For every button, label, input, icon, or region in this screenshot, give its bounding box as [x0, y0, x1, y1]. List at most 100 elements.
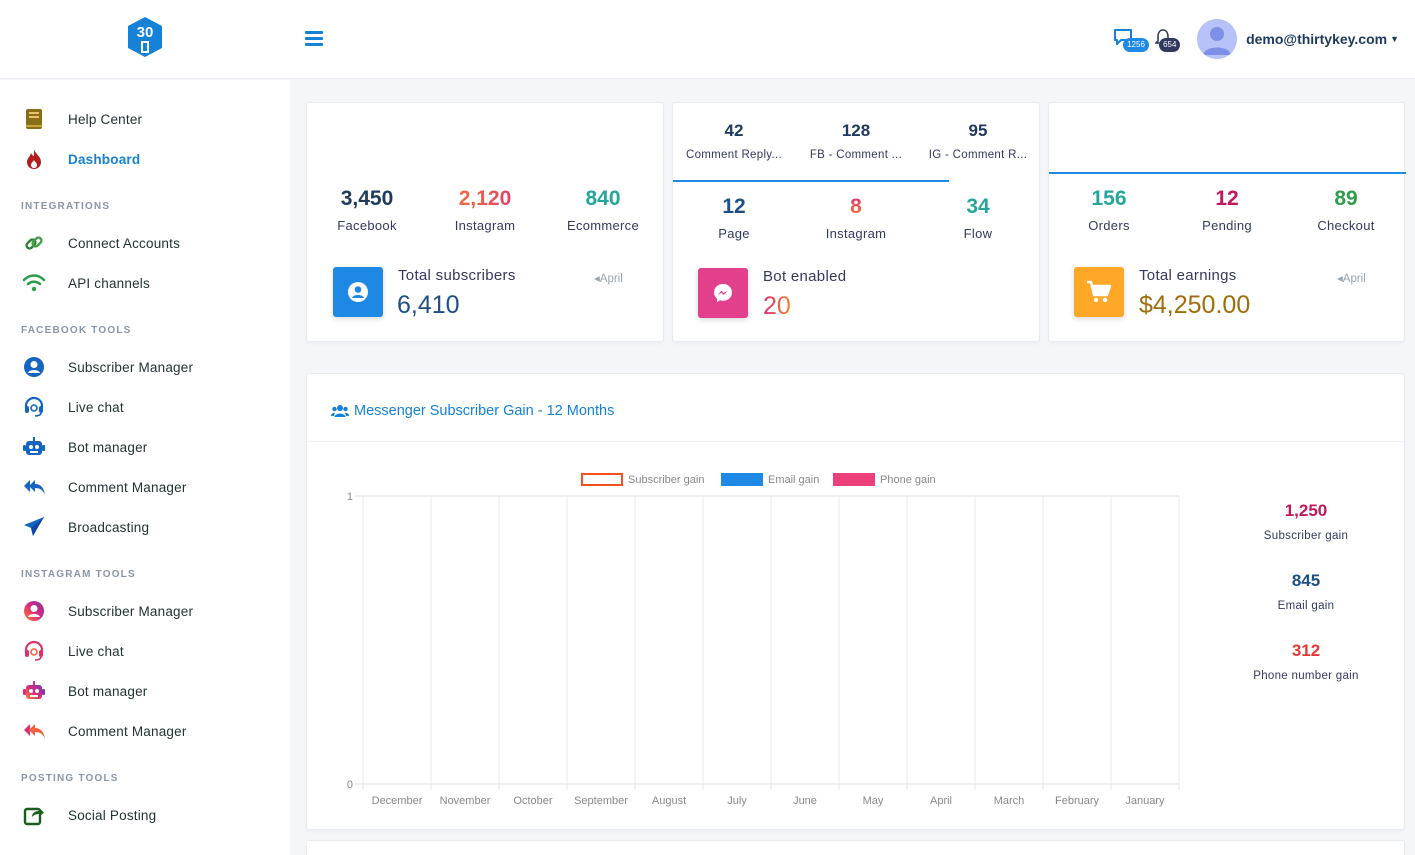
- total-earnings-value: $4,250.00: [1139, 291, 1251, 319]
- ecommerce-stat: 840 Ecommerce: [548, 187, 658, 233]
- stat-value: 12: [1215, 187, 1239, 210]
- book-icon: [22, 107, 46, 131]
- sidebar-item-ig-bot-manager[interactable]: Bot manager: [22, 679, 148, 703]
- comment-reply-stat: 42 Comment Reply...: [679, 121, 789, 161]
- sidebar-item-broadcasting[interactable]: Broadcasting: [22, 515, 149, 539]
- stat-label: Page: [718, 226, 750, 241]
- email-gain-stat: 845 Email gain: [1226, 571, 1386, 612]
- sidebar-heading-posting-tools: POSTING TOOLS: [21, 773, 119, 784]
- sidebar-item-ig-comment-manager[interactable]: Comment Manager: [22, 719, 187, 743]
- sidebar-item-label: Broadcasting: [68, 519, 150, 535]
- logo[interactable]: 30: [126, 16, 164, 58]
- legend-swatch: [721, 473, 763, 486]
- notifications-badge: 654: [1159, 38, 1181, 52]
- checkout-stat: 89 Checkout: [1291, 187, 1401, 233]
- bot-enabled-title: Bot enabled: [763, 268, 847, 285]
- orders-stat: 156 Orders: [1054, 187, 1164, 233]
- sidebar-item-ig-live-chat[interactable]: Live chat: [22, 639, 124, 663]
- month-label: April: [599, 273, 623, 285]
- stat-value: 840: [585, 187, 621, 210]
- ig-comment-stat: 95 IG - Comment R...: [923, 121, 1033, 161]
- stat-label: FB - Comment ...: [809, 149, 903, 161]
- subscribers-card: 3,450 Facebook 2,120 Instagram 840 Ecomm…: [306, 102, 664, 342]
- stat-label: Facebook: [337, 218, 397, 233]
- user-email[interactable]: demo@thirtykey.com: [1246, 31, 1388, 47]
- stat-label: Email gain: [1277, 600, 1335, 612]
- sidebar: Help Center Dashboard INTEGRATIONS Conne…: [0, 80, 290, 855]
- subscriber-gain-card: Messenger Subscriber Gain - 12 Months Su…: [306, 373, 1405, 830]
- headset-icon: [22, 639, 46, 663]
- sidebar-item-ig-subscriber-manager[interactable]: Subscriber Manager: [22, 599, 193, 623]
- sidebar-item-help-center[interactable]: Help Center: [22, 107, 142, 131]
- x-tick-label: March: [994, 795, 1025, 807]
- sidebar-item-label: Bot manager: [68, 683, 148, 699]
- sidebar-item-api-channels[interactable]: API channels: [22, 271, 150, 295]
- share-square-icon: [22, 803, 46, 827]
- caret-left-icon: ◂: [594, 273, 600, 285]
- messages-badge: 1256: [1123, 38, 1149, 52]
- sidebar-heading-integrations: INTEGRATIONS: [21, 201, 111, 212]
- stat-value: 845: [1291, 571, 1321, 590]
- instagram-bot-stat: 8 Instagram: [801, 195, 911, 241]
- paper-plane-icon: [22, 515, 46, 539]
- pending-stat: 12 Pending: [1172, 187, 1282, 233]
- sidebar-item-label: Comment Manager: [68, 723, 187, 739]
- stat-label: Pending: [1202, 218, 1252, 233]
- stat-label: Checkout: [1317, 218, 1375, 233]
- tab-indicator: [1049, 172, 1406, 174]
- caret-down-icon[interactable]: ▼: [1390, 34, 1399, 44]
- x-tick-label: June: [793, 795, 817, 807]
- sidebar-item-social-posting[interactable]: Social Posting: [22, 803, 156, 827]
- subscriber-gain-stat: 1,250 Subscriber gain: [1226, 501, 1386, 542]
- stat-value: 8: [801, 195, 911, 219]
- sidebar-item-fb-live-chat[interactable]: Live chat: [22, 395, 124, 419]
- top-navbar: 30 1256 654 demo@thirt: [0, 0, 1415, 79]
- bot-card: 42 Comment Reply... 128 FB - Comment ...…: [672, 102, 1040, 342]
- sidebar-item-label: Dashboard: [68, 151, 141, 167]
- legend-label: Phone gain: [880, 473, 936, 486]
- legend-item-subscriber-gain[interactable]: Subscriber gain: [581, 473, 704, 486]
- x-tick-label: April: [930, 795, 952, 807]
- sidebar-item-label: Subscriber Manager: [68, 359, 194, 375]
- legend-item-phone-gain[interactable]: Phone gain: [833, 473, 936, 486]
- sidebar-item-dashboard[interactable]: Dashboard: [22, 147, 140, 171]
- menu-toggle-button[interactable]: [305, 31, 323, 47]
- x-tick-label: May: [863, 795, 884, 807]
- sidebar-item-label: Bot manager: [68, 439, 148, 455]
- total-subscribers-value: 6,410: [397, 291, 460, 319]
- legend-label: Email gain: [768, 473, 820, 486]
- sidebar-item-fb-subscriber-manager[interactable]: Subscriber Manager: [22, 355, 193, 379]
- avatar[interactable]: [1197, 19, 1238, 59]
- sidebar-item-label: Connect Accounts: [68, 235, 181, 251]
- sidebar-item-fb-bot-manager[interactable]: Bot manager: [22, 435, 148, 459]
- legend-swatch: [581, 473, 623, 486]
- user-circle-icon: [22, 599, 46, 623]
- reply-all-icon: [22, 475, 46, 499]
- wifi-icon: [22, 271, 46, 295]
- sidebar-item-label: Comment Manager: [68, 479, 187, 495]
- stat-label: Phone number gain: [1253, 670, 1359, 682]
- bot-enabled-value: 20: [763, 292, 791, 320]
- phone-gain-stat: 312 Phone number gain: [1226, 641, 1386, 682]
- page-stat: 12 Page: [679, 195, 789, 241]
- stat-label: Orders: [1088, 218, 1130, 233]
- robot-icon: [22, 679, 46, 703]
- logo-text: 30: [137, 24, 154, 41]
- sidebar-item-label: Live chat: [68, 643, 124, 659]
- legend-swatch: [833, 473, 875, 486]
- sidebar-item-fb-comment-manager[interactable]: Comment Manager: [22, 475, 187, 499]
- messages-button[interactable]: 1256: [1113, 28, 1149, 52]
- messenger-icon: [698, 268, 748, 318]
- sidebar-item-label: Live chat: [68, 399, 124, 415]
- sidebar-heading-facebook-tools: FACEBOOK TOOLS: [21, 325, 132, 336]
- legend-item-email-gain[interactable]: Email gain: [721, 473, 819, 486]
- sidebar-item-label: Subscriber Manager: [68, 603, 194, 619]
- month-filter[interactable]: ◂April: [594, 271, 623, 285]
- month-filter[interactable]: ◂April: [1337, 271, 1366, 285]
- stat-value: 1,250: [1284, 501, 1328, 520]
- shopping-cart-icon: [1074, 267, 1124, 317]
- sidebar-item-connect-accounts[interactable]: Connect Accounts: [22, 231, 180, 255]
- notifications-button[interactable]: 654: [1154, 28, 1181, 52]
- earnings-card: 156 Orders 12 Pending 89 Checkout Total …: [1048, 102, 1406, 342]
- caret-left-icon: ◂: [1337, 273, 1343, 285]
